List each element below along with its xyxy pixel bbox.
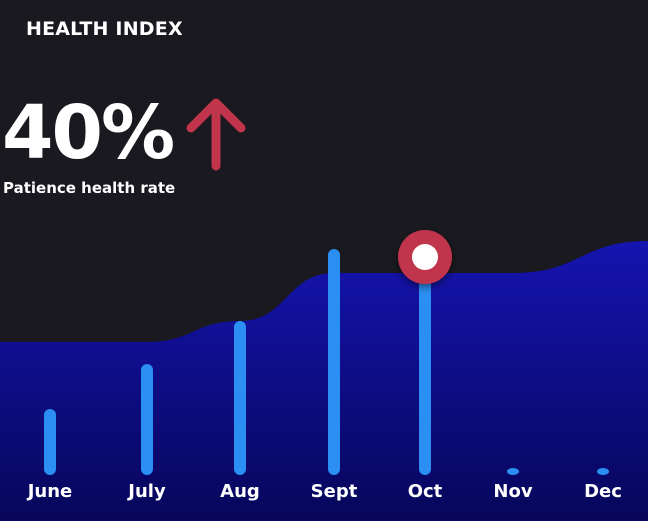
arrow-up-icon — [186, 98, 246, 171]
bar-nov[interactable] — [507, 468, 519, 475]
highlight-marker-dot — [412, 244, 438, 270]
x-tick-label: Aug — [220, 481, 260, 502]
bar-sept[interactable] — [328, 249, 340, 475]
bar-dec[interactable] — [597, 468, 609, 475]
kpi-label: Patience health rate — [3, 179, 176, 197]
x-tick-label: June — [26, 481, 73, 502]
x-tick-label: Sept — [311, 481, 358, 502]
kpi-value: 40% — [2, 90, 175, 176]
bar-aug[interactable] — [234, 321, 246, 475]
x-tick-label: Oct — [408, 481, 443, 502]
x-tick-label: Dec — [584, 481, 622, 502]
bar-july[interactable] — [141, 364, 153, 475]
page-title: HEALTH INDEX — [26, 18, 183, 40]
x-tick-label: Nov — [493, 481, 532, 502]
area-series — [0, 241, 648, 521]
bar-oct[interactable] — [419, 267, 431, 475]
bar-june[interactable] — [44, 409, 56, 475]
x-tick-label: July — [126, 481, 166, 502]
